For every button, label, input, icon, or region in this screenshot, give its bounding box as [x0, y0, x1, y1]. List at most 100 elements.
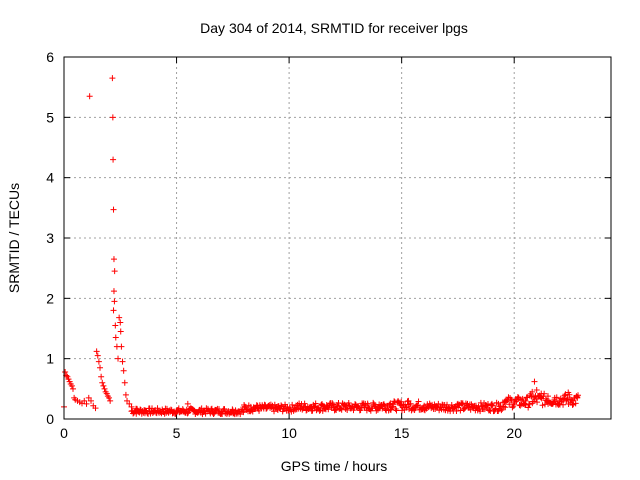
data-point [560, 401, 567, 408]
data-point [345, 400, 352, 407]
data-point [297, 405, 304, 412]
y-axis-label: SRMTID / TECUs [6, 183, 22, 293]
data-point [110, 206, 117, 213]
data-point [454, 400, 461, 407]
data-point [421, 402, 428, 409]
data-point [88, 397, 95, 404]
data-point [81, 397, 88, 404]
data-point [370, 399, 377, 406]
data-point [574, 394, 581, 401]
data-point [157, 408, 164, 415]
data-point [112, 322, 119, 329]
data-point [146, 408, 153, 415]
data-point [173, 408, 180, 415]
data-point [107, 397, 114, 404]
data-point [331, 403, 338, 410]
x-tick-label: 5 [173, 425, 181, 441]
data-point [298, 401, 305, 408]
data-point [486, 407, 493, 414]
data-point [575, 392, 582, 399]
data-point [117, 319, 124, 326]
data-point [137, 406, 144, 413]
data-point [388, 404, 395, 411]
data-point [100, 382, 107, 389]
y-tick-label: 4 [46, 170, 54, 186]
data-point [151, 408, 158, 415]
data-point [122, 391, 129, 398]
data-point [393, 407, 400, 414]
data-point [301, 400, 308, 407]
grid-lines [64, 57, 611, 419]
data-point [111, 298, 118, 305]
data-point [70, 385, 77, 392]
data-point [93, 348, 100, 355]
data-point [95, 358, 102, 365]
data-point [479, 403, 486, 410]
data-point [534, 399, 541, 406]
data-point [121, 379, 128, 386]
x-tick-label: 10 [281, 425, 297, 441]
y-tick-label: 0 [46, 411, 54, 427]
data-point [376, 401, 383, 408]
data-point [110, 288, 117, 295]
data-point [525, 404, 532, 411]
data-point [101, 385, 108, 392]
x-tick-label: 20 [506, 425, 522, 441]
data-point [254, 402, 261, 409]
data-point [325, 406, 332, 413]
data-point [184, 410, 191, 417]
y-tick-label: 2 [46, 290, 54, 306]
data-point [353, 403, 360, 410]
data-point [274, 406, 281, 413]
data-point [338, 406, 345, 413]
data-point [443, 403, 450, 410]
data-point [453, 408, 460, 415]
data-point [62, 368, 69, 375]
data-point [358, 404, 365, 411]
data-point [164, 408, 171, 415]
data-point [556, 397, 563, 404]
data-point [109, 114, 116, 121]
data-point [278, 402, 285, 409]
data-point [185, 409, 192, 416]
data-point [432, 403, 439, 410]
y-tick-label: 6 [46, 49, 54, 65]
data-point [308, 403, 315, 410]
data-point [457, 407, 464, 414]
data-point [118, 343, 125, 350]
data-point [112, 334, 119, 341]
data-point [133, 405, 140, 412]
data-point [460, 406, 467, 413]
axis-ticks [63, 56, 611, 420]
data-point [522, 397, 529, 404]
data-point [529, 388, 536, 395]
data-point [560, 396, 567, 403]
data-point [110, 156, 117, 163]
data-point [511, 399, 518, 406]
x-tick-label: 15 [394, 425, 410, 441]
data-point [106, 394, 113, 401]
x-axis-label: GPS time / hours [281, 458, 388, 474]
chart-title: Day 304 of 2014, SRMTID for receiver lpg… [200, 20, 468, 36]
data-point [569, 397, 576, 404]
data-point [86, 93, 93, 100]
data-point [387, 400, 394, 407]
data-point [467, 406, 474, 413]
data-point [514, 394, 521, 401]
data-point [115, 355, 122, 362]
data-point [68, 382, 75, 389]
data-point [200, 408, 207, 415]
data-point [110, 307, 117, 314]
tick-labels: 0 5 10 15 20 0 1 2 3 4 5 6 [46, 49, 522, 441]
data-point [83, 400, 90, 407]
data-point [110, 256, 117, 263]
data-point [502, 404, 509, 411]
data-point [116, 314, 123, 321]
data-point [94, 352, 101, 359]
data-point [517, 396, 524, 403]
data-point [466, 403, 473, 410]
data-point [435, 400, 442, 407]
data-point [247, 403, 254, 410]
data-point [109, 75, 116, 82]
